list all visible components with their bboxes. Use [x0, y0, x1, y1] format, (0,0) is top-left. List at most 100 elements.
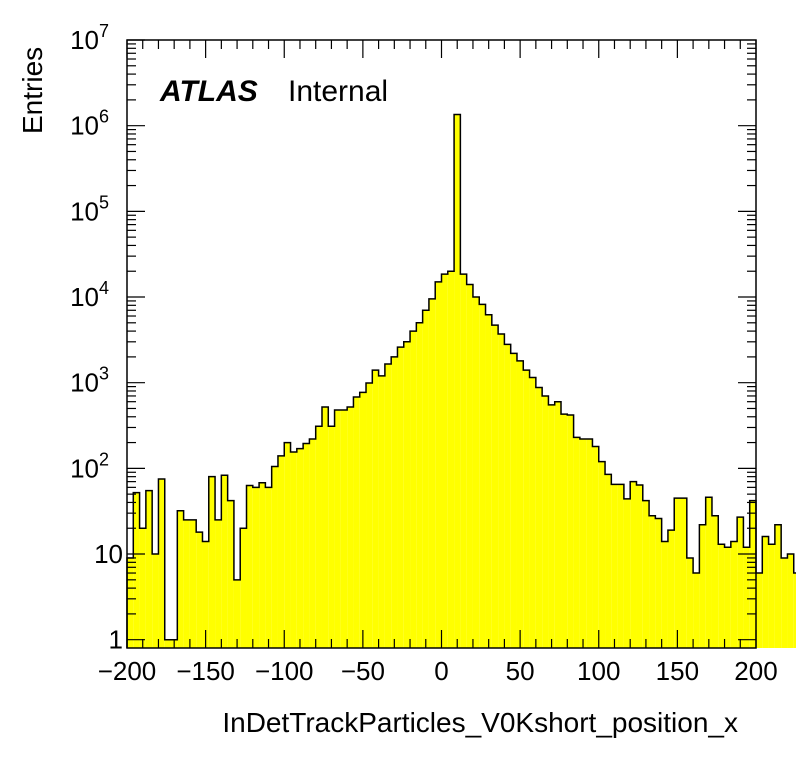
histogram-bin	[491, 325, 499, 648]
histogram-bin	[391, 356, 398, 648]
histogram-bin	[164, 639, 172, 648]
histogram-bin	[246, 485, 253, 648]
histogram-bin	[321, 407, 329, 648]
y-tick-label: 10	[94, 539, 123, 569]
histogram-bin	[516, 360, 524, 648]
histogram-bin	[749, 500, 756, 648]
histogram-bin	[177, 510, 184, 648]
internal-label: Internal	[288, 75, 388, 108]
histogram-bin	[466, 284, 473, 648]
axis-ticks	[126, 39, 757, 648]
histogram-bin	[334, 409, 341, 648]
histogram-bin	[139, 528, 146, 648]
histogram-bin	[309, 439, 316, 648]
y-tick-label: 105	[70, 192, 109, 226]
histogram-bin	[416, 322, 423, 648]
histogram-bin	[630, 481, 637, 648]
histogram-bin	[661, 541, 668, 648]
histogram-bin	[277, 455, 285, 648]
histogram-bin	[510, 353, 517, 648]
histogram-bin	[756, 573, 763, 648]
histogram-bin	[523, 370, 530, 648]
histogram-bin	[711, 515, 719, 648]
histogram-bin	[667, 530, 675, 648]
histogram-bin	[428, 298, 436, 648]
histogram-bin	[617, 484, 624, 648]
histogram-bin	[479, 304, 486, 648]
histogram-bin	[441, 274, 448, 648]
histogram-bin	[259, 482, 266, 648]
histogram-outline	[126, 113, 796, 648]
histogram-bin	[366, 383, 373, 648]
histogram-bin	[454, 114, 461, 648]
histogram-bars	[126, 113, 796, 648]
histogram-bin	[529, 377, 536, 648]
histogram-bin	[378, 375, 385, 648]
histogram-bin	[743, 547, 750, 648]
histogram-bin	[303, 443, 310, 648]
histogram-bin	[586, 439, 593, 648]
histogram-bin	[127, 557, 134, 648]
histogram-bin	[699, 524, 706, 648]
histogram-bin	[636, 484, 643, 648]
histogram-bin	[605, 474, 612, 648]
histogram-bin	[611, 484, 618, 648]
histogram-bin	[774, 524, 782, 648]
histogram-bin	[498, 334, 505, 648]
x-tick-label: 100	[577, 656, 620, 686]
histogram-bin	[183, 519, 190, 648]
histogram-bin	[737, 517, 744, 648]
histogram-bin	[598, 461, 606, 648]
histogram-bin	[623, 498, 631, 648]
histogram-bin	[422, 310, 429, 648]
x-tick-label: 50	[506, 656, 535, 686]
histogram-bin	[642, 500, 650, 648]
histogram-bin	[372, 370, 379, 648]
histogram-bin	[686, 557, 694, 648]
y-tick-label: 103	[70, 364, 109, 398]
histogram-bin	[202, 541, 209, 648]
histogram-bin	[340, 409, 348, 648]
y-tick-label: 107	[70, 21, 109, 55]
histogram-bin	[762, 536, 769, 648]
histogram-bin	[403, 341, 411, 648]
histogram-bin	[290, 452, 297, 648]
x-tick-label: 200	[734, 656, 777, 686]
histogram-bin	[680, 498, 687, 648]
x-axis-title: InDetTrackParticles_V0Kshort_position_x	[222, 707, 738, 738]
histogram-bin	[133, 492, 140, 648]
histogram-bin	[460, 274, 467, 648]
histogram-bin	[359, 392, 367, 648]
histogram-bin	[328, 426, 335, 648]
histogram-bin	[284, 442, 291, 648]
y-tick-label: 106	[70, 107, 109, 141]
x-tick-label: 150	[656, 656, 699, 686]
histogram-bin	[781, 557, 788, 648]
histogram-bin	[252, 487, 260, 648]
histogram-bin	[145, 490, 153, 648]
histogram-bin	[196, 532, 203, 648]
histogram-bin	[152, 554, 159, 648]
histogram-bin	[724, 547, 731, 648]
x-tick-label: −50	[341, 656, 385, 686]
histogram-bin	[579, 439, 587, 648]
histogram-bin	[472, 297, 480, 648]
histogram-bin	[410, 331, 417, 648]
histogram-bin	[554, 401, 562, 648]
histogram-bin	[655, 518, 662, 648]
y-tick-label: 1	[109, 625, 123, 655]
tick-labels: −200 −150 −100 −50 0 50 100 150 200 1 10 102 103 104 1…	[70, 21, 778, 686]
histogram-bin	[649, 515, 656, 648]
histogram-bin	[573, 437, 580, 648]
histogram-bin	[768, 544, 775, 648]
histogram-bin	[315, 426, 322, 648]
histogram-bin	[793, 573, 796, 648]
histogram-bin	[215, 519, 222, 648]
histogram-bin	[353, 397, 360, 648]
histogram-bin	[567, 414, 574, 648]
histogram-bin	[384, 364, 392, 648]
atlas-label: ATLAS	[159, 75, 258, 108]
histogram-bin	[189, 519, 197, 648]
x-tick-label: −150	[176, 656, 235, 686]
